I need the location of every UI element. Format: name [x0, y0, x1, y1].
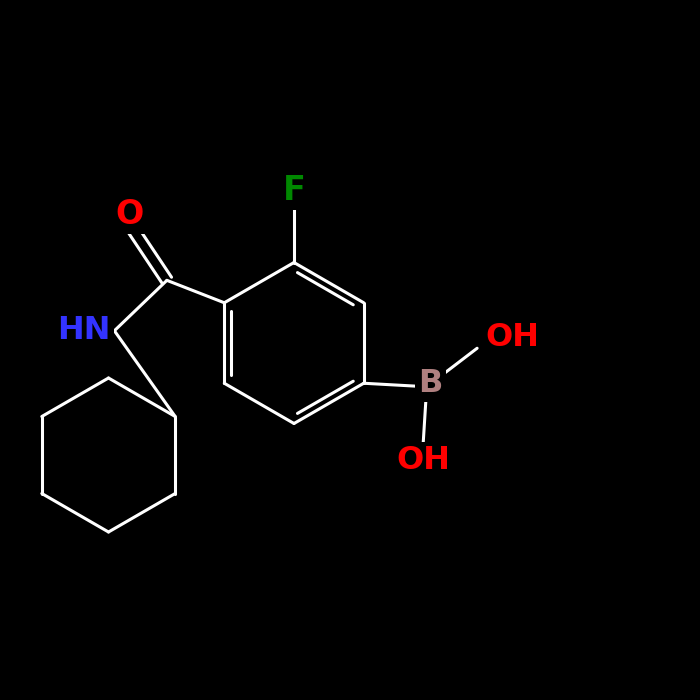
Text: HN: HN: [57, 315, 111, 346]
Text: B: B: [418, 368, 442, 399]
Text: F: F: [283, 174, 305, 207]
Text: OH: OH: [396, 444, 450, 476]
Text: OH: OH: [486, 322, 540, 354]
Text: O: O: [116, 198, 144, 231]
